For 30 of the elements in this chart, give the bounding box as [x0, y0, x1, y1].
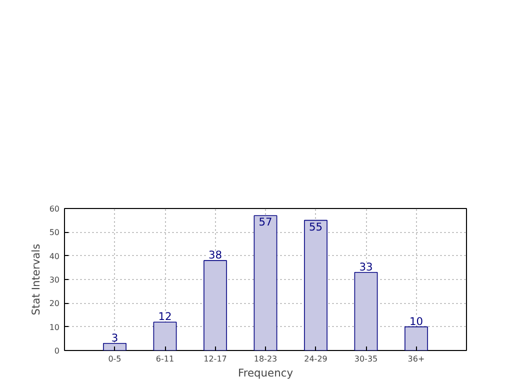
x-axis-title: Frequency	[238, 366, 294, 380]
x-tick-label: 12-17	[204, 354, 227, 364]
bar	[254, 215, 278, 350]
x-tick-label: 36+	[408, 354, 425, 364]
y-tick-label: 40	[49, 252, 60, 261]
data-label: 57	[258, 216, 272, 229]
data-label: 10	[409, 314, 424, 328]
bar	[304, 220, 328, 350]
bar	[204, 260, 227, 350]
y-tick-label: 50	[49, 228, 60, 238]
y-tick-label: 0	[54, 346, 60, 356]
y-tick-label: 60	[49, 204, 60, 214]
x-tick-label: 0-5	[108, 354, 122, 364]
data-label: 33	[359, 260, 373, 274]
y-axis-title: Stat Intervals	[29, 243, 42, 316]
bar	[354, 272, 378, 350]
bar	[103, 343, 126, 350]
data-label: 55	[308, 220, 323, 234]
y-tick-label: 20	[49, 299, 60, 308]
x-tick-label: 30-35	[354, 354, 378, 364]
bar	[153, 322, 177, 350]
y-tick-label: 30	[49, 276, 60, 284]
data-label: 38	[208, 248, 222, 262]
data-label: 12	[158, 310, 172, 324]
x-tick-label: 18-23	[254, 354, 278, 364]
bar	[404, 326, 428, 350]
x-tick-label: 24-29	[304, 354, 328, 364]
data-label: 3	[111, 331, 118, 344]
y-tick-label: 10	[49, 322, 60, 332]
x-tick-label: 6-11	[156, 354, 174, 364]
